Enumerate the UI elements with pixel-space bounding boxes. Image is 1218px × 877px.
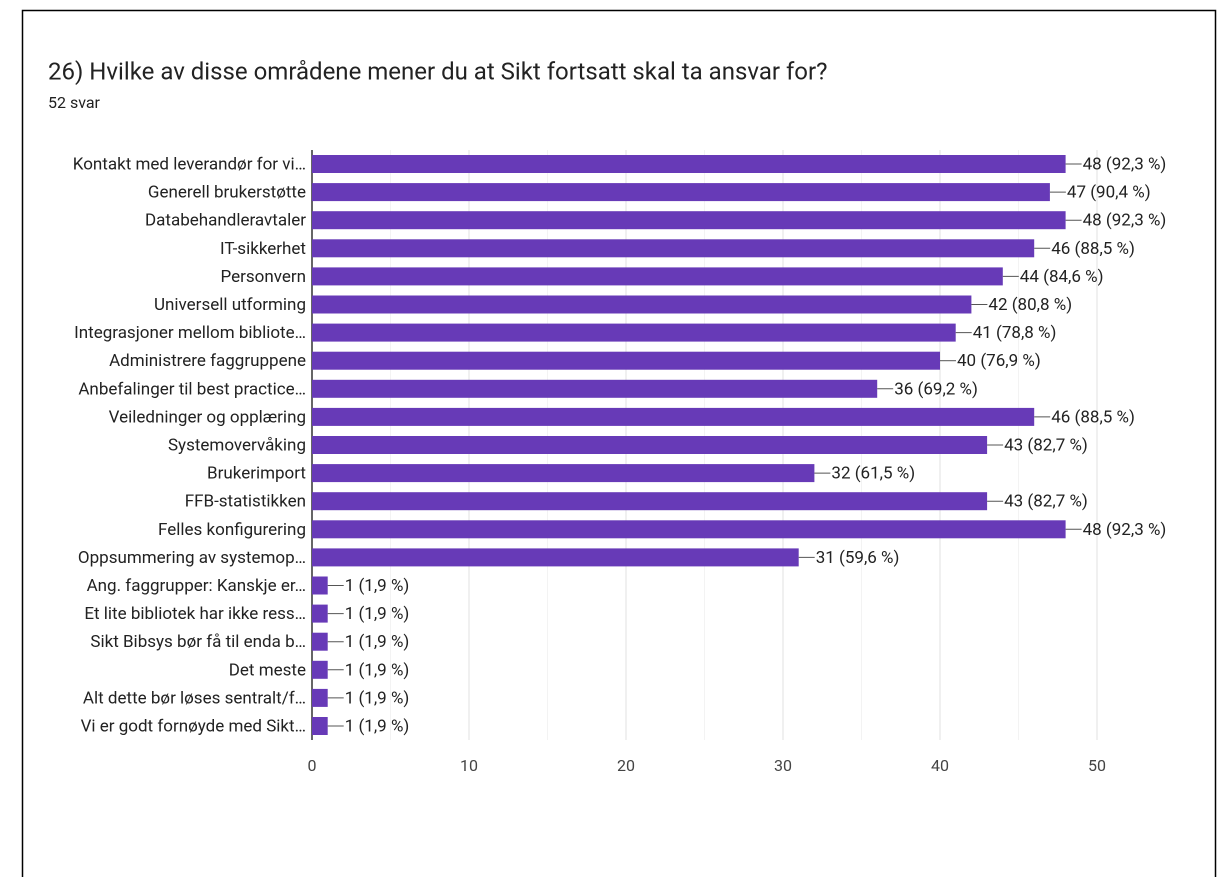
data-label: 43 (82,7 %)	[1004, 492, 1088, 512]
x-tick-label: 0	[308, 756, 317, 775]
data-label: 1 (1,9 %)	[345, 604, 410, 624]
data-label: 47 (90,4 %)	[1067, 183, 1151, 203]
data-label: 40 (76,9 %)	[957, 351, 1041, 371]
data-label: 36 (69,2 %)	[894, 379, 978, 399]
data-label: 46 (88,5 %)	[1051, 407, 1135, 427]
y-tick-label: Et lite bibliotek har ikke ress…	[84, 604, 306, 624]
data-label: 1 (1,9 %)	[345, 660, 410, 680]
bar	[312, 323, 956, 342]
y-tick-label: Personvern	[220, 267, 306, 287]
data-label: 1 (1,9 %)	[345, 688, 410, 708]
data-label: 1 (1,9 %)	[345, 632, 410, 652]
y-tick-label: FFB-statistikken	[185, 492, 306, 512]
data-label: 46 (88,5 %)	[1051, 239, 1135, 259]
y-tick-label: Databehandleravtaler	[145, 211, 306, 231]
bar	[312, 211, 1066, 230]
bar	[312, 604, 328, 623]
bar	[312, 464, 815, 483]
chart-title: 26) Hvilke av disse områdene mener du at…	[48, 57, 827, 85]
bar	[312, 155, 1066, 173]
data-label: 41 (78,8 %)	[973, 323, 1057, 343]
bar	[312, 660, 328, 679]
data-label: 48 (92,3 %)	[1083, 211, 1167, 231]
bar	[312, 239, 1035, 258]
bar	[312, 407, 1035, 426]
data-label: 48 (92,3 %)	[1083, 154, 1167, 174]
y-tick-label: Administrere faggruppene	[109, 351, 306, 371]
bar	[312, 688, 328, 707]
chart-subtitle: 52 svar	[48, 93, 101, 112]
bar	[312, 520, 1066, 539]
x-tick-label: 40	[931, 756, 949, 775]
bar	[312, 632, 328, 651]
y-tick-label: Veiledninger og opplæring	[109, 407, 306, 427]
x-tick-label: 10	[460, 756, 478, 775]
data-label: 32 (61,5 %)	[831, 464, 915, 484]
y-tick-label: Oppsummering av systemop…	[78, 548, 306, 568]
y-tick-label: Sikt Bibsys bør få til enda b…	[90, 632, 306, 652]
bar	[312, 183, 1050, 202]
bar	[312, 351, 940, 370]
bar	[312, 436, 988, 454]
bar	[312, 295, 972, 314]
y-tick-label: Ang. faggrupper: Kanskje er…	[87, 576, 306, 596]
y-tick-label: Integrasjoner mellom bibliote…	[74, 323, 306, 343]
data-label: 43 (82,7 %)	[1004, 435, 1088, 455]
y-tick-label: Systemovervåking	[168, 435, 306, 455]
y-tick-label: Vi er godt fornøyde med Sikt…	[81, 716, 306, 736]
y-tick-label: Det meste	[229, 660, 306, 680]
y-tick-label: Generell brukerstøtte	[148, 183, 306, 203]
y-tick-label: Anbefalinger til best practice…	[78, 379, 306, 399]
bar	[312, 717, 328, 735]
bar	[312, 548, 799, 567]
x-tick-label: 20	[617, 756, 635, 775]
y-tick-label: IT-sikkerhet	[220, 239, 306, 259]
x-tick-label: 30	[774, 756, 792, 775]
data-label: 42 (80,8 %)	[988, 295, 1072, 315]
y-tick-label: Alt dette bør løses sentralt/f…	[83, 688, 306, 708]
bar	[312, 492, 988, 511]
y-tick-label: Universell utforming	[154, 295, 306, 315]
bar	[312, 379, 878, 398]
data-label: 1 (1,9 %)	[345, 576, 410, 596]
data-label: 44 (84,6 %)	[1020, 267, 1104, 287]
y-tick-label: Kontakt med leverandør for vi…	[73, 154, 306, 174]
y-tick-label: Felles konfigurering	[158, 520, 306, 540]
bar	[312, 576, 328, 595]
x-tick-label: 50	[1088, 756, 1106, 775]
y-tick-label: Brukerimport	[207, 464, 306, 484]
data-label: 48 (92,3 %)	[1083, 520, 1167, 540]
data-label: 1 (1,9 %)	[345, 716, 410, 736]
bar	[312, 267, 1003, 286]
data-label: 31 (59,6 %)	[816, 548, 900, 568]
